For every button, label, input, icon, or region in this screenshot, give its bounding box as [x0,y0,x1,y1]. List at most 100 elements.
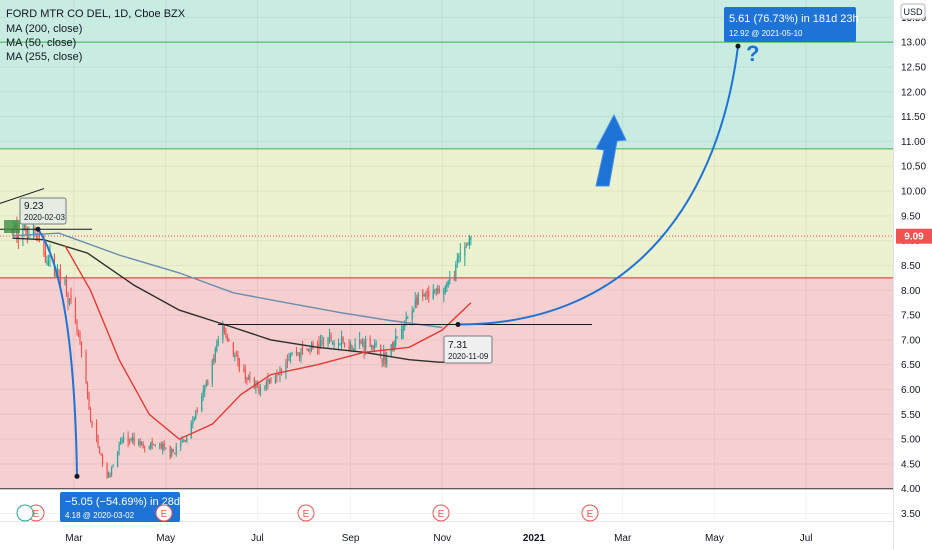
highlight-box[interactable] [4,220,20,233]
candle [202,384,204,401]
up-arrow[interactable] [595,113,627,187]
candle [244,364,246,384]
candle [404,319,406,331]
earnings-marker[interactable]: E [432,504,450,522]
legend-ma-255[interactable]: MA (255, close) [6,51,82,63]
candle [464,242,466,267]
time-tick: Mar [65,533,83,544]
candle [432,284,434,300]
drop-projection-line[interactable] [37,228,78,477]
candle [85,349,87,384]
price-tick: 5.50 [901,410,921,421]
svg-text:E: E [33,509,40,520]
candle [267,372,269,390]
legend-ma-50[interactable]: MA (50, close) [6,37,76,49]
candle [426,288,428,300]
price-tick: 13.00 [901,38,926,49]
price-axis[interactable]: 3.50 4.00 4.50 5.00 5.50 6.00 6.50 7.00 7.50 8.00… [893,0,932,550]
price-tick: 11.50 [901,112,926,123]
candle [132,432,134,445]
candle [390,344,392,358]
currency-badge[interactable]: USD [900,3,926,20]
candle [76,319,78,336]
candle [327,337,329,348]
candle [228,337,230,342]
candle [127,431,129,448]
earnings-marker[interactable]: E [297,504,315,522]
candle [268,378,271,385]
candle [297,352,299,357]
candle [216,339,218,353]
candle [443,287,445,303]
candle [274,372,277,384]
candle [422,289,424,302]
candle [184,439,186,443]
candle [395,328,397,350]
price-tick: 4.00 [901,484,921,495]
candle [258,383,260,396]
callout-target[interactable]: 5.61 (76.73%) in 181d 23h 12.92 @ 2021-0… [724,7,859,42]
candle [153,443,155,446]
candle [298,352,301,362]
candle [238,357,240,373]
price-tick: 5.00 [901,435,921,446]
callout-bottom-left[interactable]: −5.05 (−54.69%) in 28d 4.18 @ 2020-03-02 [60,492,180,522]
candle [249,371,251,383]
candle [438,285,440,294]
candle [98,446,101,454]
price-tick: 8.00 [901,286,921,297]
dividend-marker[interactable] [16,504,34,522]
candle [226,333,228,342]
candle [342,336,344,344]
candle [193,416,195,422]
candle [207,379,209,386]
target-projection-line[interactable] [457,46,739,326]
price-tick: 7.00 [901,335,921,346]
callout-target-detail: 12.92 @ 2021-05-10 [729,29,803,38]
candle [246,376,248,385]
candle [393,340,395,352]
candle [49,244,51,267]
candle [447,279,449,288]
time-axis[interactable]: Mar May Jul Sep Nov 2021 Mar May Jul [0,521,893,550]
candle [80,341,83,358]
candle [270,377,272,384]
earnings-marker[interactable]: E [581,504,599,522]
ma-255-line[interactable] [12,232,443,329]
candle [130,437,132,442]
candle [416,294,418,309]
time-tick: May [705,533,724,544]
candle [95,419,98,443]
trend-line[interactable] [0,188,45,204]
svg-text:E: E [161,509,168,520]
price-tick: 10.00 [901,187,926,198]
candle [264,384,266,392]
earnings-marker-small[interactable]: E [155,504,173,522]
price-tick: 9.50 [901,211,921,222]
ma-50-line[interactable] [64,245,472,440]
candle [160,441,162,450]
candle [163,440,165,451]
candle [306,348,308,351]
legend-ma-200[interactable]: MA (200, close) [6,23,82,35]
price-tick: 10.50 [901,162,926,173]
candle [106,462,108,479]
time-tick: Sep [342,533,360,544]
candle [253,376,255,390]
candle [121,436,123,445]
candle [381,358,383,368]
ma-200-line[interactable] [12,237,471,363]
candle [139,438,141,448]
candle [225,327,227,339]
candle [359,331,361,349]
candle [295,346,298,357]
candle [413,308,415,313]
candle [318,336,320,355]
candle [118,441,120,456]
candle [384,350,386,368]
candle [286,354,289,369]
callout-mid[interactable]: 7.31 2020-11-09 [443,335,493,364]
price-tick: 6.00 [901,385,921,396]
callout-top-left[interactable]: 9.23 2020-02-03 [19,197,67,225]
